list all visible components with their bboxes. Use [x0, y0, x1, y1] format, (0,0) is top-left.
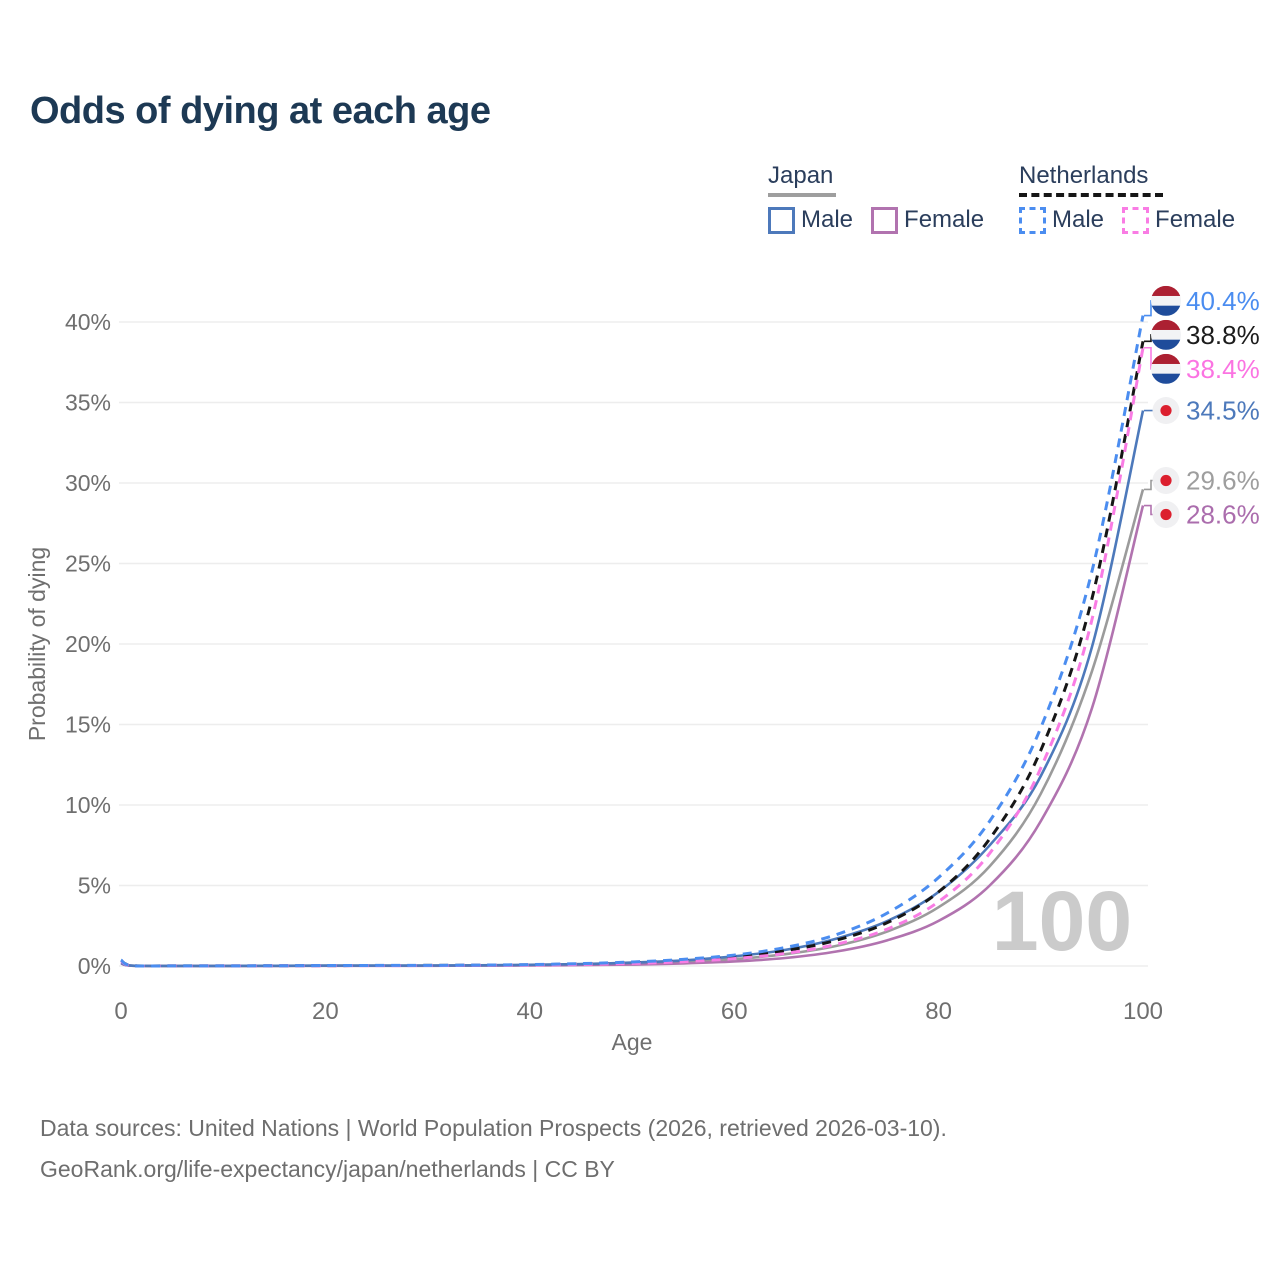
end-value-label-japan-female: 28.6% [1186, 499, 1260, 529]
line-netherlands-female[interactable] [120, 347, 1145, 968]
y-axis-title: Probability of dying [24, 547, 50, 741]
japan-flag-icon [1152, 397, 1180, 425]
y-tick-label: 0% [78, 953, 111, 979]
y-tick-label: 10% [65, 792, 111, 818]
legend-group-netherlands: Netherlands Male Female [1019, 162, 1253, 234]
legend-netherlands-male-swatch[interactable] [1019, 206, 1046, 234]
x-tick-label: 40 [516, 998, 543, 1025]
netherlands-flag-icon [1151, 285, 1181, 316]
line-netherlands[interactable] [120, 341, 1145, 968]
line-japan[interactable] [120, 489, 1145, 968]
japan-line-style-swatch [768, 193, 836, 198]
y-tick-label: 20% [65, 631, 111, 657]
japan-flag-icon [1152, 500, 1180, 528]
legend-japan-label[interactable]: Japan [768, 162, 834, 189]
legend: Japan Male Female Netherlands Male Femal… [0, 162, 1280, 243]
x-tick-label: 80 [925, 998, 952, 1025]
end-value-label-japan: 29.6% [1186, 465, 1260, 495]
legend-group-japan: Japan Male Female [768, 162, 1002, 234]
end-value-label-netherlands: 38.8% [1186, 320, 1260, 350]
x-axis-title: Age [612, 1029, 653, 1055]
y-tick-label: 30% [65, 470, 111, 496]
legend-japan-female-swatch[interactable] [871, 206, 899, 234]
x-tick-label: 20 [312, 998, 339, 1025]
y-tick-label: 35% [65, 390, 111, 416]
legend-netherlands-female-label[interactable]: Female [1155, 206, 1236, 234]
netherlands-flag-icon [1151, 319, 1181, 350]
footer: Data sources: United Nations | World Pop… [40, 1108, 947, 1190]
chart-title: Odds of dying at each age [30, 90, 491, 132]
line-japan-female[interactable] [120, 505, 1145, 968]
y-tick-label: 5% [78, 873, 111, 899]
x-tick-label: 100 [1123, 998, 1163, 1025]
x-tick-label: 60 [721, 998, 748, 1025]
end-value-label-netherlands-male: 40.4% [1186, 286, 1260, 316]
line-japan-male[interactable] [120, 410, 1145, 968]
attribution-link-text: GeoRank.org/life-expectancy/japan/nether… [40, 1155, 615, 1182]
legend-japan-male-swatch[interactable] [768, 206, 795, 234]
line-netherlands-male[interactable] [120, 315, 1145, 968]
netherlands-flag-icon [1151, 353, 1181, 384]
y-tick-label: 25% [65, 551, 111, 577]
legend-japan-male-label[interactable]: Male [801, 206, 854, 234]
legend-netherlands-male-label[interactable]: Male [1052, 206, 1105, 234]
end-value-label-japan-male: 34.5% [1186, 396, 1260, 426]
x-tick-label: 0 [114, 998, 127, 1025]
y-tick-label: 40% [65, 309, 111, 335]
end-value-label-netherlands-female: 38.4% [1186, 354, 1260, 384]
legend-japan-female-label[interactable]: Female [904, 206, 985, 234]
legend-netherlands-label[interactable]: Netherlands [1019, 162, 1149, 189]
data-sources-text: Data sources: United Nations | World Pop… [40, 1115, 947, 1141]
y-tick-label: 15% [65, 712, 111, 738]
age-counter-watermark: 100 [992, 874, 1132, 968]
netherlands-line-style-swatch [1019, 193, 1163, 198]
japan-flag-icon [1152, 466, 1180, 494]
legend-netherlands-female-swatch[interactable] [1122, 206, 1150, 234]
